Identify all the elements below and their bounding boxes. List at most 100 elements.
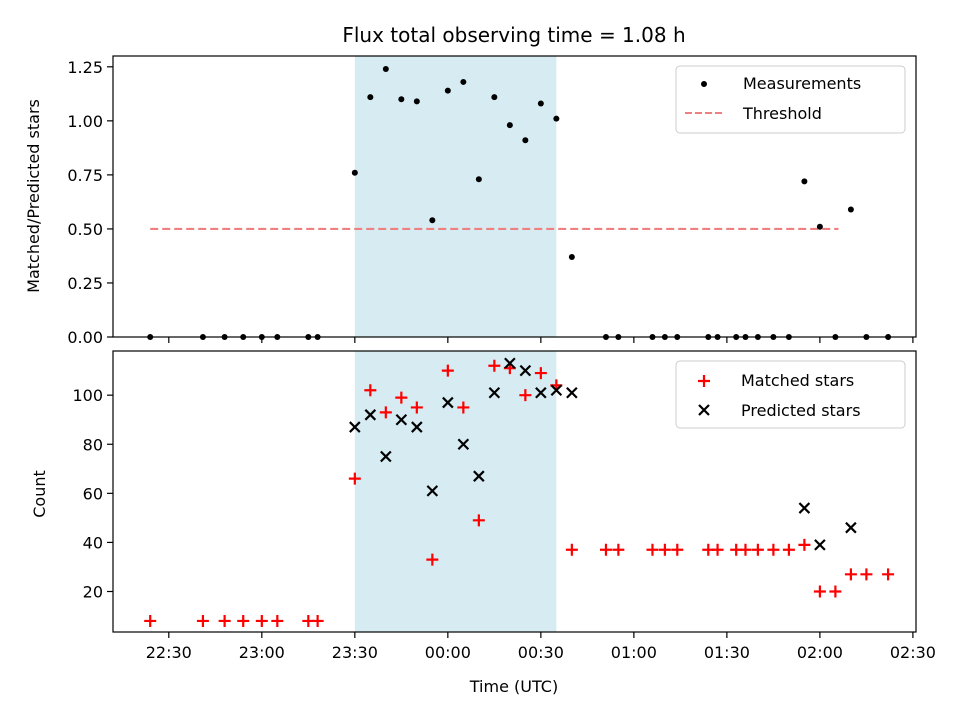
matched-point <box>751 543 764 556</box>
matched-point <box>472 514 485 527</box>
matched-point <box>565 543 578 556</box>
measurement-point <box>475 176 482 183</box>
x-axis-label: Time (UTC) <box>469 677 558 696</box>
matched-point <box>844 568 857 581</box>
matched-point <box>882 568 895 581</box>
measurement-point <box>568 254 575 261</box>
matched-point <box>441 364 454 377</box>
predicted-point <box>442 396 454 409</box>
matched-point <box>658 543 671 556</box>
y-tick-label: 0.50 <box>67 220 103 239</box>
predicted-point <box>457 438 470 451</box>
measurement-point <box>506 122 513 129</box>
matched-point <box>311 614 324 627</box>
x-tick-label: 00:00 <box>425 643 471 662</box>
panel-ratio-yticks: 0.00 0.25 0.50 0.75 1.00 1.25 <box>67 58 113 347</box>
measurement-point <box>413 98 420 105</box>
predicted-point <box>550 384 563 397</box>
matched-point <box>860 568 873 581</box>
chart-title: Flux total observing time = 1.08 h <box>342 23 685 47</box>
predicted-point <box>380 450 392 463</box>
measurement-point <box>816 223 823 230</box>
matched-point <box>144 614 157 627</box>
y-tick-label: 0.75 <box>67 166 103 185</box>
predicted-point <box>566 386 578 399</box>
matched-point <box>813 585 826 598</box>
predicted-point <box>395 413 408 426</box>
y-tick-label: 60 <box>83 484 103 503</box>
y-tick-label: 1.00 <box>67 112 103 131</box>
matched-point <box>739 543 752 556</box>
y-tick-label: 0.00 <box>67 328 103 347</box>
panel-count-ylabel: Count <box>30 470 49 518</box>
measurement-point <box>522 137 529 144</box>
predicted-point <box>473 470 485 482</box>
panel-count-yticks: 20 40 60 80 100 <box>72 386 113 602</box>
measurement-point <box>537 100 544 107</box>
matched-point <box>711 543 724 556</box>
measurement-point <box>398 96 405 103</box>
measurement-point <box>367 94 374 101</box>
measurement-point <box>444 87 451 94</box>
matched-point <box>646 543 659 556</box>
legend-frame <box>675 360 906 429</box>
matched-point <box>426 553 439 566</box>
matched-point <box>457 401 470 414</box>
predicted-point <box>364 409 377 421</box>
panel-count-legend: Matched stars Predicted stars <box>675 360 906 429</box>
matched-point <box>612 543 625 556</box>
matched-point <box>255 614 268 627</box>
legend-marker-predicted <box>698 404 710 416</box>
matched-point <box>767 543 780 556</box>
panel-count: 20 40 60 80 100 22:30 23:00 23:30 00:00 00:30 01:… <box>30 350 936 662</box>
measurement-point <box>553 115 560 122</box>
matched-point <box>829 585 842 598</box>
predicted-point <box>488 386 501 399</box>
panel-count-points <box>144 357 895 627</box>
x-tick-label: 00:30 <box>518 643 564 662</box>
y-tick-label: 1.25 <box>67 58 103 77</box>
legend-label-threshold: Threshold <box>742 104 822 123</box>
measurement-point <box>460 78 467 85</box>
measurement-point <box>801 178 808 185</box>
panel-count-frame <box>112 350 917 633</box>
panel-ratio-frame <box>112 55 917 338</box>
matched-point <box>196 614 209 627</box>
measurement-point <box>382 65 389 72</box>
y-tick-label: 20 <box>83 583 103 602</box>
matched-point <box>364 384 377 397</box>
matched-point <box>519 389 532 402</box>
legend-marker-measurements <box>701 81 707 87</box>
y-tick-label: 40 <box>83 533 103 552</box>
panel-count-shade <box>354 351 557 632</box>
legend-label-measurements: Measurements <box>743 74 861 93</box>
matched-point <box>271 614 284 627</box>
y-tick-label: 80 <box>83 435 103 454</box>
panel-count-xticks: 22:30 23:00 23:30 00:00 00:30 01:00 01:30 02:00… <box>146 632 936 662</box>
x-tick-label: 02:00 <box>797 643 843 662</box>
panel-ratio: 0.00 0.25 0.50 0.75 1.00 1.25 Matched/Predict… <box>24 55 917 347</box>
matched-point <box>671 543 684 556</box>
panel-ratio-shade <box>354 56 557 337</box>
legend-label-matched: Matched stars <box>741 371 854 390</box>
matched-point <box>488 359 501 372</box>
legend-marker-matched <box>698 375 710 387</box>
predicted-point <box>519 364 532 377</box>
measurement-point <box>429 217 436 224</box>
matched-point <box>348 472 361 485</box>
x-tick-label: 23:30 <box>332 643 378 662</box>
x-tick-label: 23:00 <box>239 643 285 662</box>
matched-point <box>395 391 408 404</box>
measurement-point <box>351 169 358 176</box>
matched-point <box>237 614 250 627</box>
x-tick-label: 01:00 <box>611 643 657 662</box>
matched-point <box>798 538 811 551</box>
predicted-point <box>349 421 361 433</box>
x-tick-label: 01:30 <box>704 643 750 662</box>
x-tick-label: 02:30 <box>890 643 936 662</box>
panel-ratio-ylabel: Matched/Predicted stars <box>24 99 43 293</box>
matched-point <box>410 401 423 414</box>
predicted-point <box>814 539 826 551</box>
matched-point <box>534 367 547 380</box>
